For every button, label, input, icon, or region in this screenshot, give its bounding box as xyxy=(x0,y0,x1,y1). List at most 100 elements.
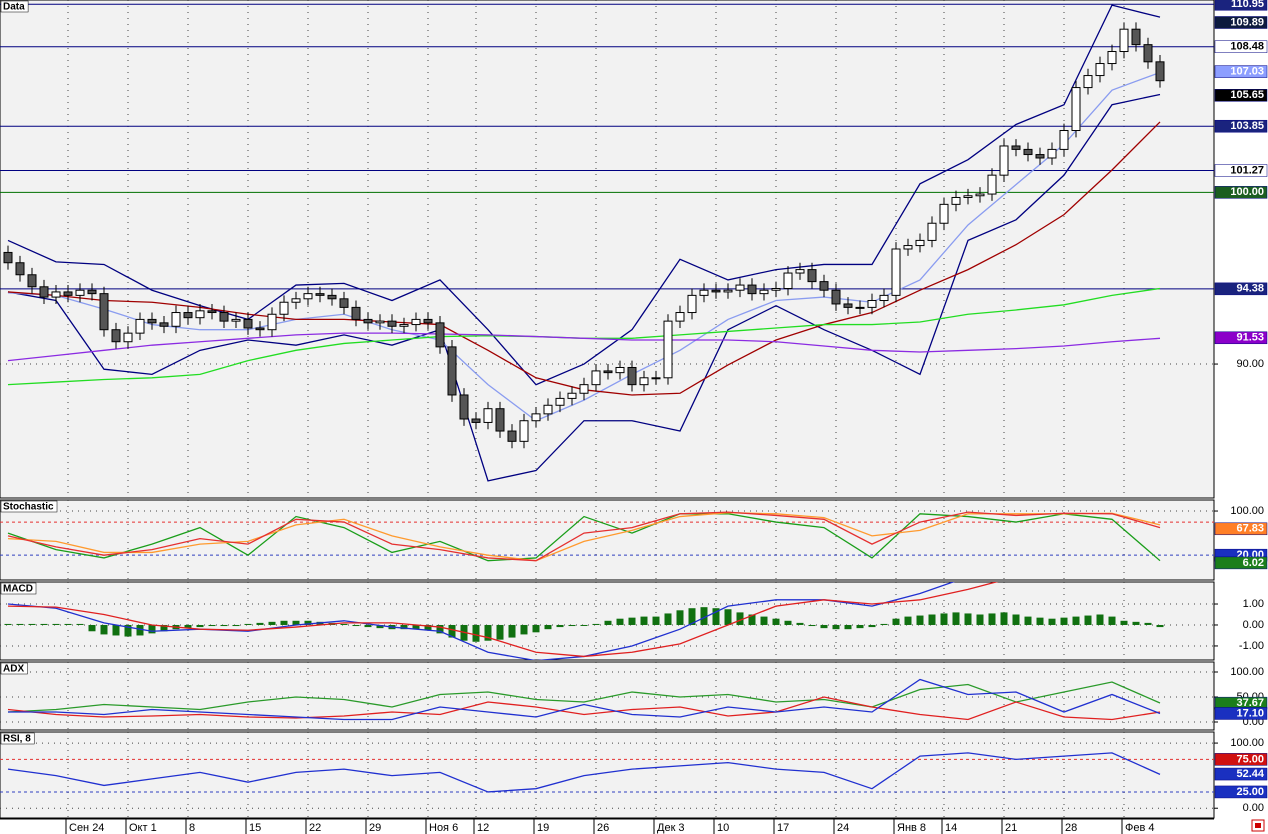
price-marker-label: 108.48 xyxy=(1230,41,1264,53)
price-marker-label: 52.44 xyxy=(1236,768,1264,780)
indicator-line xyxy=(7,681,1161,713)
histogram-bar xyxy=(964,613,972,625)
candle-body xyxy=(579,384,589,394)
histogram-bar xyxy=(496,624,504,640)
price-marker xyxy=(1214,40,1268,53)
candle-body xyxy=(351,306,361,320)
price-marker-label: 17.10 xyxy=(1236,707,1264,719)
price-marker-label: 75.00 xyxy=(1236,753,1264,765)
candle-body xyxy=(1131,28,1141,46)
candle-body xyxy=(483,408,493,423)
y-tick-label: -1.00 xyxy=(1239,640,1264,652)
histogram-bar xyxy=(196,624,204,628)
candle-body xyxy=(687,294,697,314)
histogram-bar xyxy=(220,624,228,627)
candle-body xyxy=(1023,148,1033,156)
price-marker-label: 109.89 xyxy=(1230,16,1264,28)
candle-body xyxy=(135,318,145,334)
corner-button-icon xyxy=(1255,823,1261,828)
histogram-bar xyxy=(592,623,600,625)
candle-body xyxy=(975,193,985,197)
histogram-bar xyxy=(904,616,912,625)
histogram-bar xyxy=(124,624,132,637)
histogram-bar xyxy=(64,623,72,625)
candle-body xyxy=(387,320,397,327)
y-tick-label: 100.00 xyxy=(1230,666,1264,678)
histogram-bar xyxy=(1144,622,1152,625)
histogram-bar xyxy=(736,612,744,625)
x-tick-label: Фев 4 xyxy=(1125,822,1155,834)
histogram-bar xyxy=(760,616,768,625)
candle-body xyxy=(123,332,133,343)
candle-body xyxy=(51,291,61,298)
price-marker xyxy=(1214,282,1268,296)
candle-body xyxy=(831,289,841,305)
panel-plot xyxy=(0,500,1214,580)
histogram-bar xyxy=(976,614,984,625)
panel-background xyxy=(0,661,1215,731)
candle-body xyxy=(903,245,913,250)
histogram-bar xyxy=(76,623,84,625)
panel-title-box xyxy=(0,582,37,595)
x-tick-label: 26 xyxy=(597,822,609,834)
histogram-bar xyxy=(148,624,156,634)
x-tick-label: 17 xyxy=(777,822,789,834)
histogram-bar xyxy=(244,623,252,625)
x-tick-label: 14 xyxy=(945,822,957,834)
candle-body xyxy=(99,293,109,331)
candle-body xyxy=(75,289,85,296)
candle-body xyxy=(723,289,733,293)
candle-body xyxy=(15,262,25,276)
candle-body xyxy=(3,251,13,264)
x-tick-label: 12 xyxy=(477,822,489,834)
y-tick-label: 1.00 xyxy=(1243,598,1264,610)
histogram-bar xyxy=(1060,617,1068,625)
candle-body xyxy=(423,318,433,324)
candle-body xyxy=(375,320,385,324)
price-marker xyxy=(1214,785,1268,799)
panel-background xyxy=(0,0,1215,499)
candle-body xyxy=(267,313,277,331)
panel-plot xyxy=(0,0,1214,498)
candle-body xyxy=(987,174,997,195)
histogram-bar xyxy=(568,624,576,627)
price-marker xyxy=(1214,65,1268,78)
candle-body xyxy=(159,322,169,327)
indicator-line xyxy=(7,512,1161,562)
histogram-bar xyxy=(1156,624,1164,628)
candle-body xyxy=(759,289,769,295)
candle-body xyxy=(783,272,793,289)
indicator-line xyxy=(7,513,1161,562)
price-marker-label: 25.00 xyxy=(1236,786,1264,798)
candle-body xyxy=(339,298,349,308)
histogram-bar xyxy=(1072,616,1080,625)
histogram-bar xyxy=(136,624,144,636)
histogram-bar xyxy=(364,624,372,628)
x-tick-label: Сен 24 xyxy=(69,822,104,834)
x-tick-label: 22 xyxy=(309,822,321,834)
histogram-bar xyxy=(184,624,192,629)
price-marker xyxy=(1214,522,1268,536)
x-tick-label: 8 xyxy=(189,822,195,834)
histogram-bar xyxy=(100,624,108,635)
candle-body xyxy=(675,312,685,322)
x-tick-label: 24 xyxy=(837,822,849,834)
candle-body xyxy=(795,269,805,274)
y-tick-label: 100.00 xyxy=(1230,737,1264,749)
candle-body xyxy=(543,404,553,415)
indicator-line xyxy=(7,696,1161,721)
histogram-bar xyxy=(256,622,264,625)
x-tick-label: 21 xyxy=(1005,822,1017,834)
candle-body xyxy=(183,312,193,319)
histogram-bar xyxy=(280,620,288,625)
candle-body xyxy=(915,239,925,247)
candle-body xyxy=(1143,44,1153,63)
price-marker-label: 103.85 xyxy=(1230,120,1264,132)
candle-body xyxy=(171,312,181,327)
x-tick-label: Ноя 6 xyxy=(429,822,458,834)
candle-body xyxy=(243,318,253,329)
histogram-bar xyxy=(544,624,552,630)
panel-plot xyxy=(0,732,1214,818)
candle-body xyxy=(1011,145,1021,150)
panel-plot xyxy=(0,662,1214,730)
